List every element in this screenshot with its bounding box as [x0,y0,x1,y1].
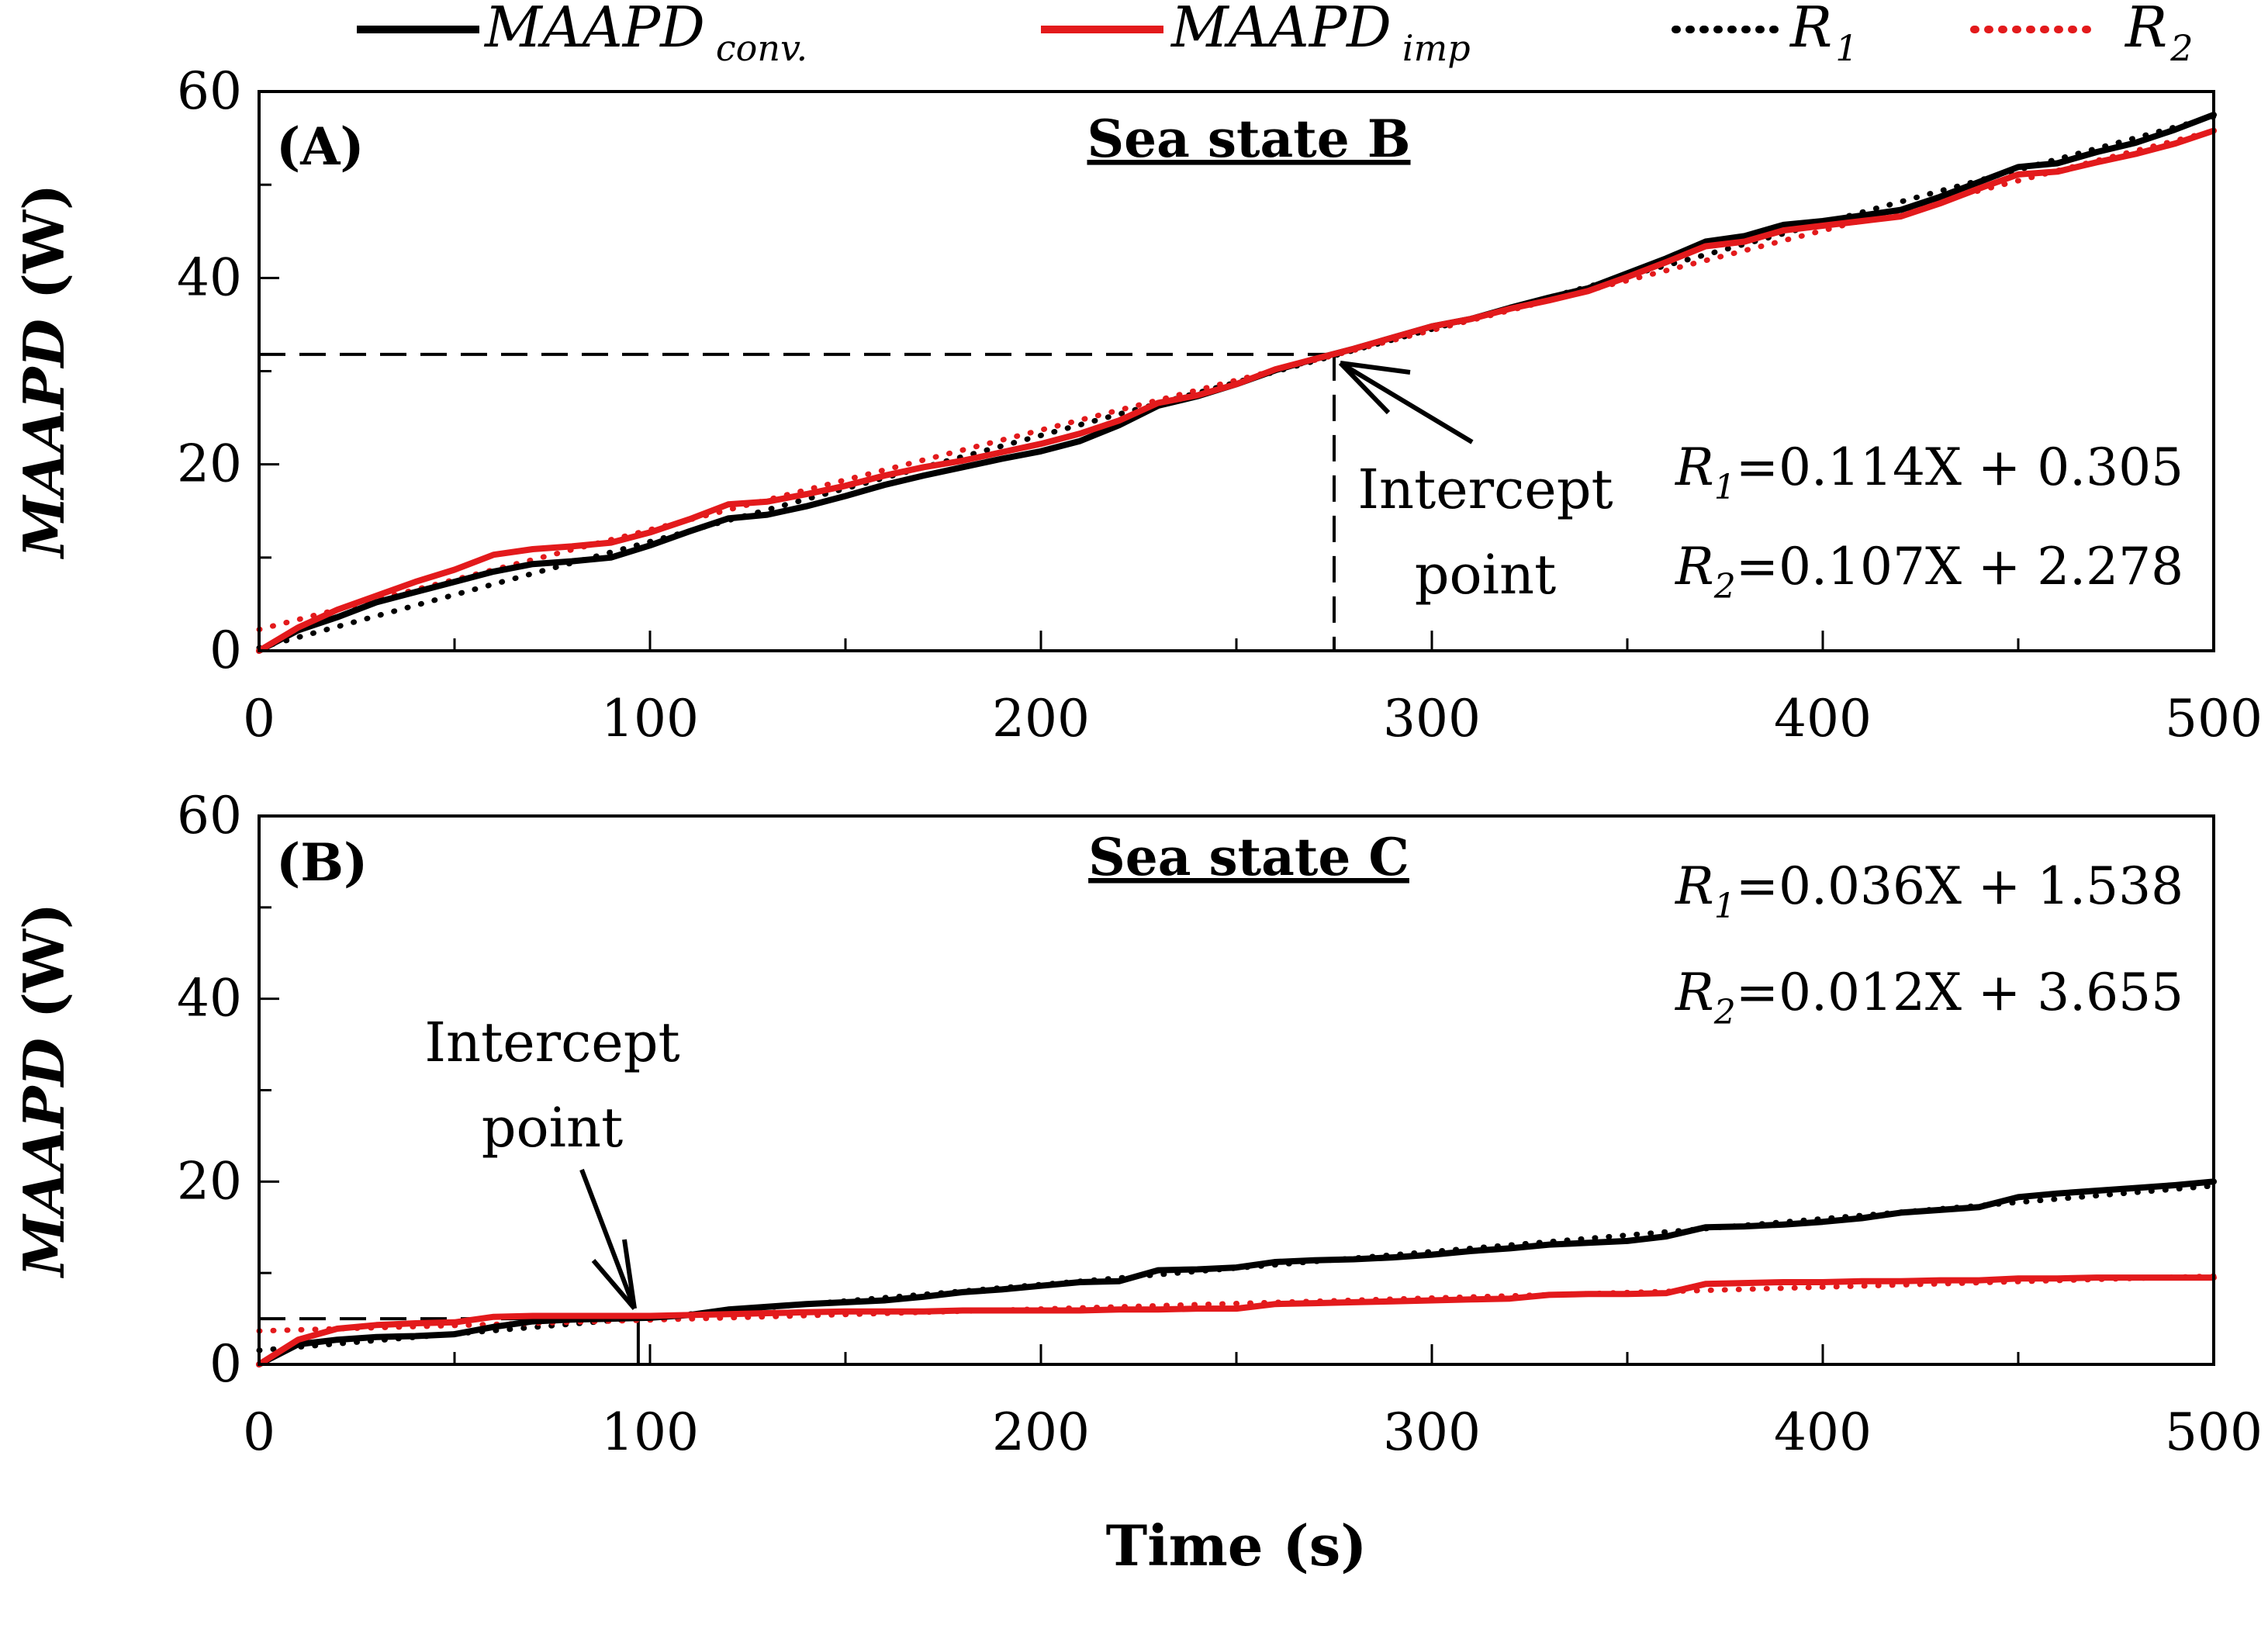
panel-a-xtick-label: 100 [601,689,699,749]
panel-a-annotation-line2: point [1415,543,1557,607]
panel-b-xtick-label: 400 [1774,1402,1872,1462]
panel-b-plot [256,1178,2217,1367]
panel-a-eq-r1: R1=0.114X + 0.305 [1675,437,2183,507]
panel-b-label: (B) [276,832,368,893]
panel-a-xtick-label: 400 [1774,689,1872,749]
legend-label-maapd-imp: MAAPD imp [1170,0,1471,69]
panel-a-ytick-label: 20 [177,434,242,494]
legend-label-r1: R1 [1789,0,1858,69]
panel-b-xtick-label: 100 [601,1402,699,1462]
legend-item-r2: R2 [1970,0,2194,69]
panel-a-xtick-label: 500 [2165,689,2263,749]
panel-a-eq-r2: R2=0.107X + 2.278 [1675,537,2183,607]
y-axis-label-a: MAAPD (W) [11,184,77,560]
panel-a-ytick-label: 60 [177,61,242,121]
panel-a-xtick-label: 200 [992,689,1090,749]
panel-b-arrow [579,1168,637,1310]
panel-b-ytick-label: 60 [177,786,242,845]
panel-b-xtick-label: 300 [1383,1402,1481,1462]
panel-b-series-maapd-conv [256,1178,2217,1367]
panel-b-annotation-line1: Intercept [424,1011,679,1074]
x-axis-label: Time (s) [1106,1513,1367,1578]
panel-b-series-r2 [256,1273,2217,1334]
panel-a-annotation-line1: Intercept [1357,458,1613,521]
legend-item-r1: R1 [1672,0,1858,69]
y-axis-label-b: MAAPD (W) [11,903,77,1279]
legend: MAAPD conv. MAAPD imp R1 R2 [357,0,2194,69]
panel-b-annotation-line2: point [482,1096,624,1160]
panel-a-ytick-label: 40 [177,247,242,307]
panel-a-arrow [1338,361,1474,444]
panel-a-label: (A) [276,116,365,177]
panel-a-frame [258,90,2215,652]
legend-label-maapd-conv: MAAPD conv. [483,0,807,69]
panel-b-eq-r2: R2=0.012X + 3.655 [1675,963,2183,1032]
panel-b-series-maapd-imp [256,1274,2217,1367]
panel-b-xtick-label: 500 [2165,1402,2263,1462]
panel-b-title: Sea state C [1088,827,1409,887]
panel-b-ticks: 0 100 200 300 400 500 0 20 40 60 [177,786,2263,1462]
panel-a-plot [256,112,2217,654]
panel-b-xtick-label: 200 [992,1402,1090,1462]
panel-b-eq-r1: R1=0.036X + 1.538 [1675,856,2183,926]
panel-b-ytick-label: 0 [209,1334,242,1394]
panel-a-series-maapd-imp [256,127,2217,654]
panel-b-frame [258,814,2215,1366]
panel-b-ytick-label: 20 [177,1151,242,1211]
legend-label-r2: R2 [2124,0,2194,69]
legend-item-maapd-conv: MAAPD conv. [357,0,807,69]
panel-a-xtick-label: 0 [243,689,275,749]
legend-item-maapd-imp: MAAPD imp [1041,0,1471,69]
panel-b-ytick-label: 40 [177,969,242,1029]
panel-a-ytick-label: 0 [209,621,242,680]
panel-a-title: Sea state B [1087,109,1410,169]
panel-a-xtick-label: 300 [1383,689,1481,749]
panel-a-ticks: 0 100 200 300 400 500 0 20 40 60 [177,61,2263,749]
panel-b-xtick-label: 0 [243,1402,275,1462]
